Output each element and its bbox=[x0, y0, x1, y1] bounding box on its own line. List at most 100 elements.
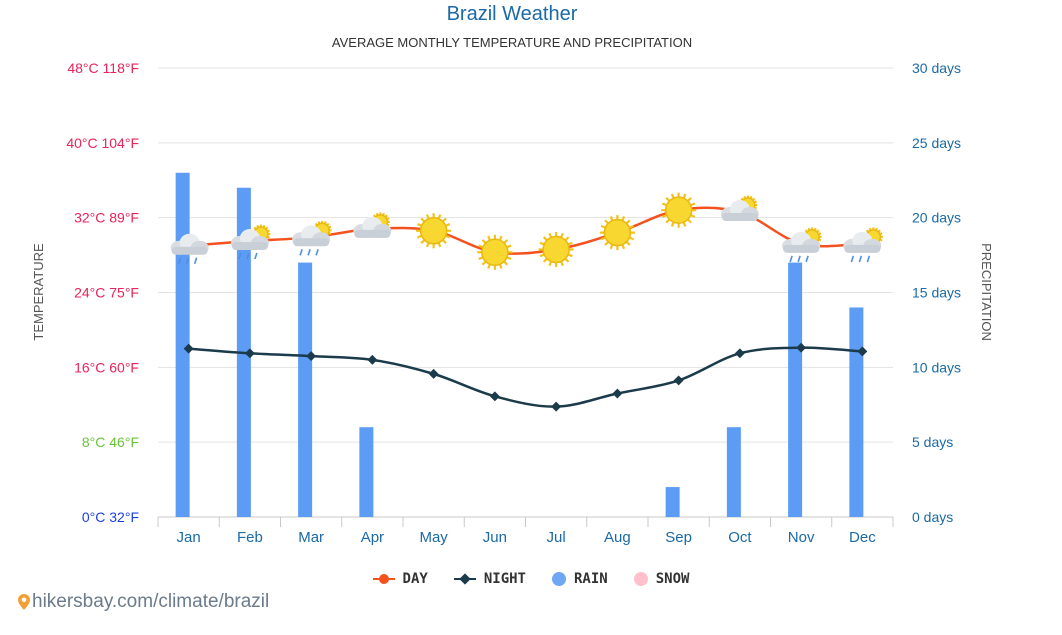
rain-bars bbox=[175, 172, 864, 517]
night-point bbox=[551, 401, 562, 412]
x-tick-label: May bbox=[419, 529, 448, 546]
rain-drop bbox=[246, 252, 250, 260]
rain-bar bbox=[665, 487, 680, 517]
x-tick-label: Mar bbox=[298, 529, 324, 546]
sun-disc bbox=[664, 196, 693, 224]
chart-subtitle: AVERAGE MONTHLY TEMPERATURE AND PRECIPIT… bbox=[332, 35, 692, 50]
y-right-tick-label: 15 days bbox=[912, 285, 961, 301]
rain-drop bbox=[254, 252, 258, 260]
y-left-tick-label: 0°C 32°F bbox=[82, 509, 139, 525]
y-right-tick-label: 20 days bbox=[912, 210, 961, 226]
x-tick-label: Jun bbox=[483, 529, 507, 546]
location-pin-icon bbox=[18, 594, 30, 610]
x-tick-label: Sep bbox=[665, 529, 692, 546]
legend-snow-label: SNOW bbox=[655, 571, 690, 587]
cloud-sun-icon bbox=[353, 212, 392, 238]
y-right-tick-label: 0 days bbox=[912, 509, 953, 525]
cloud-base bbox=[231, 242, 268, 251]
cloud-base bbox=[844, 244, 881, 253]
y-left-tick-label: 24°C 75°F bbox=[74, 285, 139, 301]
temperature-lines bbox=[183, 206, 868, 412]
sun-disc bbox=[419, 217, 448, 245]
x-tick-label: Oct bbox=[728, 529, 752, 546]
sun-icon bbox=[538, 231, 574, 268]
rain-drop bbox=[805, 255, 809, 263]
night-point bbox=[734, 348, 745, 359]
y-left-tick-label: 48°C 118°F bbox=[67, 60, 139, 76]
source-credit-link[interactable]: hikersbay.com/climate/brazil bbox=[18, 591, 269, 613]
y-right-tick-label: 25 days bbox=[912, 135, 961, 151]
x-tick-label: Jan bbox=[177, 529, 201, 546]
legend-item-snow[interactable]: SNOW bbox=[633, 571, 690, 587]
y-right-axis-title: PRECIPITATION bbox=[979, 243, 994, 341]
night-point bbox=[428, 368, 439, 379]
night-point bbox=[183, 343, 194, 354]
rain-cloud-sun-icon bbox=[782, 227, 822, 263]
rain-dot-marker-icon bbox=[552, 572, 566, 586]
cloud-base bbox=[783, 244, 820, 253]
night-point bbox=[673, 375, 684, 386]
day-line-marker-icon bbox=[372, 572, 395, 586]
night-line bbox=[188, 346, 863, 408]
sun-disc bbox=[542, 235, 570, 264]
rain-bar bbox=[298, 262, 313, 517]
legend-night-label: NIGHT bbox=[483, 571, 526, 587]
rain-bar bbox=[359, 427, 374, 517]
legend: DAY NIGHT RAIN SNOW bbox=[0, 568, 1062, 590]
night-point bbox=[244, 348, 255, 359]
cloud-sun-icon bbox=[720, 195, 759, 222]
rain-drop bbox=[797, 255, 801, 263]
cloud-base bbox=[293, 238, 330, 247]
y-right-tick-label: 5 days bbox=[912, 434, 953, 450]
snow-dot-marker-icon bbox=[633, 572, 648, 586]
rain-drop bbox=[850, 255, 855, 263]
cloud-base bbox=[721, 213, 758, 222]
sun-icon bbox=[416, 213, 452, 249]
y-left-tick-label: 40°C 104°F bbox=[66, 135, 139, 151]
legend-day-label: DAY bbox=[402, 571, 428, 587]
source-credit-text: hikersbay.com/climate/brazil bbox=[32, 591, 270, 612]
chart-title: Brazil Weather bbox=[447, 3, 578, 25]
rain-drop bbox=[238, 252, 242, 260]
sun-icon bbox=[661, 192, 697, 228]
rain-bar bbox=[788, 262, 803, 517]
y-left-tick-label: 16°C 60°F bbox=[74, 359, 139, 375]
x-tick-label: Jul bbox=[547, 529, 566, 546]
rain-drop bbox=[299, 249, 303, 256]
rain-cloud-sun-icon bbox=[230, 224, 271, 260]
rain-drop bbox=[866, 255, 871, 263]
night-point bbox=[612, 388, 623, 399]
x-tick-label: Apr bbox=[361, 529, 384, 546]
y-left-tick-label: 32°C 89°F bbox=[74, 210, 139, 226]
y-left-axis-title: TEMPERATURE bbox=[31, 243, 46, 341]
cloud-base bbox=[171, 246, 208, 255]
y-right-tick-label: 30 days bbox=[912, 60, 961, 76]
rain-drop bbox=[193, 257, 198, 264]
legend-item-night[interactable]: NIGHT bbox=[453, 571, 526, 587]
x-tick-label: Aug bbox=[604, 529, 631, 546]
legend-item-day[interactable]: DAY bbox=[372, 571, 428, 587]
day-line bbox=[188, 206, 863, 255]
axes: 0°C 32°F 8°C 46°F 16°C 60°F 24°C 75°F 32°C 8… bbox=[66, 60, 961, 546]
weather-icons bbox=[170, 192, 883, 270]
grid bbox=[158, 67, 893, 518]
x-tick-label: Feb bbox=[237, 529, 263, 546]
night-point bbox=[796, 342, 807, 353]
sun-disc bbox=[603, 218, 632, 247]
sun-icon bbox=[477, 234, 513, 270]
sun-disc bbox=[481, 238, 509, 267]
y-left-tick-label: 8°C 46°F bbox=[82, 434, 139, 450]
rain-cloud-sun-icon bbox=[843, 227, 883, 263]
night-point bbox=[367, 354, 378, 365]
legend-rain-label: RAIN bbox=[574, 571, 608, 587]
legend-item-rain[interactable]: RAIN bbox=[552, 571, 608, 587]
rain-drop bbox=[789, 255, 793, 263]
rain-bar bbox=[849, 307, 864, 517]
rain-bar bbox=[175, 172, 190, 517]
rain-cloud-icon bbox=[170, 233, 209, 264]
y-right-tick-label: 10 days bbox=[912, 359, 961, 375]
rain-drop bbox=[177, 257, 182, 264]
night-line-marker-icon bbox=[453, 572, 476, 586]
x-tick-label: Nov bbox=[788, 529, 815, 546]
